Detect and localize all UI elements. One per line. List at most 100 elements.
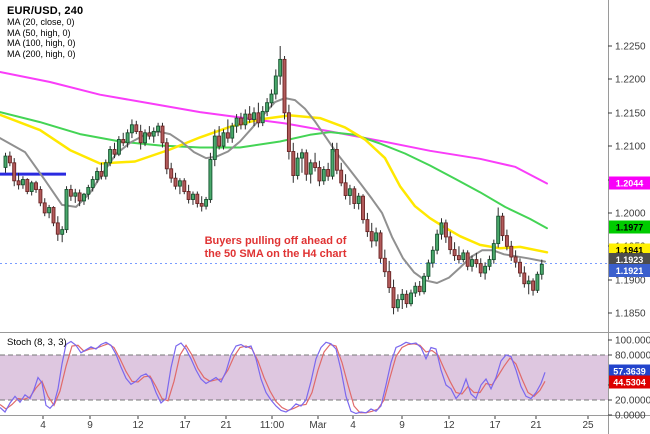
bull-candle	[151, 130, 156, 137]
stochastic-lines	[0, 340, 546, 415]
chart-legend: EUR/USD, 240 MA (20, close, 0) MA (50, h…	[7, 5, 83, 59]
bear-candle	[42, 202, 47, 214]
bull-candle	[108, 149, 113, 164]
bear-candle	[304, 152, 309, 175]
bear-candle	[112, 149, 117, 155]
price-axis-label: 1.1850	[615, 309, 646, 320]
bear-candle	[382, 257, 387, 273]
bear-candle	[522, 272, 527, 285]
annotation-text: Buyers pulling off ahead of the 50 SMA o…	[158, 235, 393, 261]
price-axis-label: 1.2150	[615, 109, 646, 120]
bull-candle	[439, 222, 444, 235]
bear-candle	[51, 207, 56, 224]
time-axis-label: 17	[489, 420, 501, 431]
bear-candle	[343, 182, 348, 196]
bear-candle	[504, 235, 509, 247]
bull-candle	[73, 192, 78, 197]
stochastic-band	[0, 355, 608, 400]
bull-candle	[496, 215, 501, 245]
symbol-period-title: EUR/USD, 240	[7, 5, 84, 17]
bear-candle	[25, 179, 30, 192]
bear-candle	[339, 169, 344, 184]
bear-candle	[134, 124, 139, 132]
bull-candle	[156, 125, 161, 132]
price-axis-label: 1.2100	[615, 142, 646, 153]
bear-candle	[55, 222, 60, 235]
bull-candle	[374, 232, 379, 242]
bull-candle	[82, 193, 86, 202]
legend-ma-100: MA (100, high, 0)	[7, 38, 76, 48]
bear-candle	[16, 180, 21, 186]
bull-candle	[234, 117, 239, 127]
time-axis-label: 9	[399, 420, 405, 431]
bear-candle	[391, 287, 396, 309]
bull-candle	[413, 285, 418, 294]
time-axis-label: 21	[220, 420, 232, 431]
ma-line-ma100	[0, 111, 548, 230]
bear-candle	[147, 132, 152, 137]
stochastic-axis-label: 100.0000	[615, 336, 650, 347]
bull-candle	[269, 93, 274, 104]
bull-candle	[409, 292, 413, 305]
bear-candle	[531, 280, 536, 291]
time-axis-label: Mar	[309, 420, 327, 431]
bear-candle	[225, 132, 230, 139]
time-axis-label: 11:00	[260, 420, 285, 431]
price-axis[interactable]: 1.22501.22001.21501.21001.20501.20001.19…	[608, 42, 650, 422]
bear-candle	[256, 112, 261, 124]
candles-layer[interactable]	[3, 46, 544, 315]
bear-candle	[465, 252, 470, 267]
bull-candle	[491, 243, 496, 261]
stochastic-value-badge-bg	[609, 364, 650, 378]
stochastic-axis-label: 80.0000	[615, 351, 650, 362]
bull-candle	[208, 159, 213, 201]
bull-candle	[29, 182, 34, 192]
bear-candle	[365, 219, 370, 233]
bull-candle	[483, 265, 488, 274]
bear-candle	[509, 245, 514, 258]
price-badge: 1.2044	[616, 179, 644, 189]
bull-candle	[539, 263, 544, 275]
time-axis-label: 4	[350, 420, 356, 431]
bull-candle	[308, 162, 313, 175]
bull-candle	[116, 139, 121, 155]
bull-candle	[129, 124, 134, 134]
bull-candle	[47, 207, 52, 214]
bull-candle	[487, 259, 492, 267]
bull-candle	[252, 112, 256, 120]
price-axis-label: 1.1900	[615, 276, 646, 287]
bull-candle	[260, 110, 265, 124]
time-axis[interactable]: 4 9 12 17 21 11:00 Mar 4 9 12 17 21 25	[40, 416, 594, 431]
bear-candle	[217, 135, 222, 147]
bull-candle	[278, 58, 283, 77]
bear-candle	[452, 249, 457, 257]
bear-candle	[513, 256, 518, 263]
reference-lines	[0, 172, 608, 264]
ma-line-ma200	[0, 71, 548, 185]
bear-candle	[195, 193, 200, 204]
stochastic-value-badge-bg	[609, 375, 650, 389]
bull-candle	[64, 189, 69, 231]
bull-candle	[347, 188, 352, 196]
price-badge-bg	[609, 220, 650, 234]
bull-candle	[191, 193, 195, 200]
bear-candle	[326, 169, 331, 177]
bear-candle	[160, 125, 165, 144]
stochastic-axis-label: 0.0000	[615, 411, 646, 422]
bear-candle	[478, 263, 483, 274]
bull-candle	[95, 171, 100, 180]
bull-candle	[470, 259, 474, 267]
bull-candle	[435, 233, 440, 251]
bull-candle	[273, 75, 278, 95]
bull-candle	[212, 135, 217, 160]
bull-candle	[60, 229, 65, 235]
bull-candle	[400, 293, 405, 301]
bear-candle	[199, 203, 204, 207]
time-axis-label: 12	[132, 420, 144, 431]
stochastic-main-line	[0, 340, 546, 415]
bear-candle	[518, 261, 522, 274]
stochastic-value-badge: 57.3639	[613, 367, 646, 377]
bull-candle	[103, 162, 108, 177]
